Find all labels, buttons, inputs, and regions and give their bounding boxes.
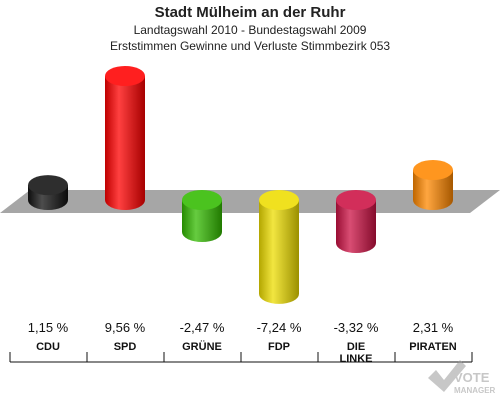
watermark-line1: VOTE (454, 370, 490, 385)
bars-group (28, 66, 453, 304)
category-label: SPD (114, 341, 137, 353)
vote-manager-check-icon (428, 360, 466, 392)
value-labels-group: 1,15 % 9,56 % -2,47 % -7,24 % -3,32 % 2,31 % (28, 320, 454, 335)
bar-fdp (259, 190, 299, 304)
chart-title: Stadt Mülheim an der Ruhr (154, 4, 346, 21)
category-label: GRÜNE (182, 340, 222, 353)
value-label: 2,31 % (413, 320, 454, 335)
category-label: PIRATEN (409, 341, 457, 353)
chart-description: Erststimmen Gewinne und Verluste Stimmbe… (109, 39, 391, 53)
category-label: DIE (347, 341, 365, 353)
vote-manager-logo: VOTE MANAGER (428, 360, 496, 395)
category-label: CDU (36, 341, 60, 353)
category-label: FDP (268, 341, 290, 353)
value-label: -2,47 % (180, 320, 225, 335)
bar-cdu (28, 175, 68, 210)
bar-die-linke (336, 190, 376, 254)
value-label: 9,56 % (105, 320, 146, 335)
value-label: -3,32 % (334, 320, 379, 335)
value-label: 1,15 % (28, 320, 69, 335)
watermark-line2: MANAGER (454, 386, 496, 395)
value-label: -7,24 % (257, 320, 302, 335)
category-label: LINKE (340, 353, 373, 365)
bar-piraten (413, 160, 453, 210)
bar-grüne (182, 190, 222, 243)
bar-spd (105, 66, 145, 210)
chart-subtitle: Landtagswahl 2010 - Bundestagswahl 2009 (133, 23, 367, 37)
